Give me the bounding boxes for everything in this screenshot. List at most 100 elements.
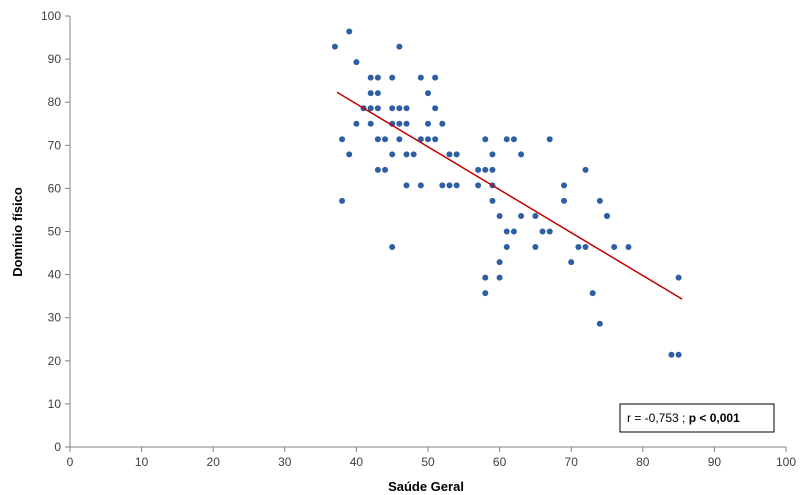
data-point — [382, 136, 389, 143]
data-point — [425, 90, 431, 97]
data-point — [367, 90, 374, 97]
data-point — [396, 43, 403, 50]
data-point — [417, 182, 424, 189]
data-point — [446, 182, 453, 189]
y-tick-label: 0 — [54, 440, 61, 454]
data-point — [604, 212, 610, 219]
y-tick-label: 80 — [48, 95, 62, 109]
data-point — [596, 197, 603, 204]
data-point — [374, 166, 381, 173]
data-point — [496, 212, 503, 219]
data-point — [568, 259, 575, 266]
x-tick-label: 100 — [776, 455, 796, 469]
data-point — [346, 151, 353, 158]
data-point — [453, 182, 460, 189]
data-point — [425, 136, 431, 143]
data-point — [410, 151, 417, 158]
data-point — [389, 151, 396, 158]
y-tick-label: 20 — [48, 354, 62, 368]
data-point — [432, 74, 439, 81]
data-point — [589, 290, 596, 297]
data-point — [432, 105, 439, 112]
x-tick-label: 50 — [421, 455, 435, 469]
data-point — [539, 228, 546, 235]
data-point — [518, 212, 525, 219]
data-point — [432, 136, 439, 143]
data-point — [353, 120, 360, 127]
data-point — [403, 105, 410, 112]
data-point — [675, 351, 682, 358]
data-point — [482, 274, 489, 281]
data-point — [503, 244, 510, 251]
data-point — [675, 274, 682, 281]
data-point — [389, 74, 396, 81]
y-tick-label: 70 — [48, 138, 62, 152]
data-point — [496, 259, 503, 266]
data-point — [417, 74, 424, 81]
data-point — [582, 166, 589, 173]
data-point — [510, 228, 517, 235]
data-point — [532, 212, 539, 219]
data-point — [482, 166, 489, 173]
annotation-box — [619, 403, 775, 433]
data-point — [339, 136, 346, 143]
data-point — [453, 151, 460, 158]
data-point — [510, 136, 517, 143]
x-tick-label: 30 — [278, 455, 292, 469]
data-point — [389, 244, 396, 251]
data-point — [482, 290, 489, 297]
data-point — [582, 244, 589, 251]
data-points — [331, 28, 682, 358]
data-point — [496, 274, 503, 281]
data-point — [425, 120, 431, 127]
y-tick-label: 50 — [48, 225, 62, 239]
data-point — [367, 74, 374, 81]
data-point — [475, 166, 482, 173]
data-point — [374, 136, 381, 143]
annotation-p-value: p < 0,001 — [689, 411, 740, 425]
data-point — [382, 166, 389, 173]
x-tick-label: 90 — [708, 455, 722, 469]
data-point — [532, 244, 539, 251]
data-point — [503, 136, 510, 143]
y-axis-title: Domínio físico — [10, 187, 25, 277]
x-tick-label: 20 — [207, 455, 221, 469]
data-point — [611, 244, 618, 251]
y-tick-label: 90 — [48, 52, 62, 66]
data-point — [625, 244, 632, 251]
data-point — [546, 136, 553, 143]
data-point — [446, 151, 453, 158]
y-tick-label: 30 — [48, 311, 62, 325]
data-point — [561, 182, 568, 189]
data-point — [403, 151, 410, 158]
x-tick-label: 60 — [493, 455, 507, 469]
data-point — [331, 43, 338, 50]
data-point — [403, 120, 410, 127]
data-point — [374, 105, 381, 112]
data-point — [518, 151, 525, 158]
x-tick-label: 70 — [565, 455, 579, 469]
data-point — [346, 28, 353, 35]
y-tick-label: 40 — [48, 268, 62, 282]
data-point — [353, 59, 360, 66]
data-point — [396, 105, 403, 112]
data-point — [596, 320, 603, 327]
trend-line — [336, 91, 683, 300]
data-point — [389, 105, 396, 112]
data-point — [475, 182, 482, 189]
data-point — [396, 120, 403, 127]
y-tick-label: 60 — [48, 181, 62, 195]
data-point — [439, 120, 446, 127]
data-point — [396, 136, 403, 143]
data-point — [374, 74, 381, 81]
x-tick-label: 80 — [636, 455, 650, 469]
correlation-annotation: r = -0,753 ; p < 0,001 — [619, 403, 775, 433]
annotation-prefix: r = -0,753 ; — [627, 411, 689, 425]
x-tick-label: 10 — [135, 455, 149, 469]
y-tick-label: 10 — [48, 397, 62, 411]
annotation-text: r = -0,753 ; p < 0,001 — [627, 411, 740, 425]
x-tick-label: 0 — [67, 455, 74, 469]
data-point — [489, 166, 496, 173]
data-point — [561, 197, 568, 204]
